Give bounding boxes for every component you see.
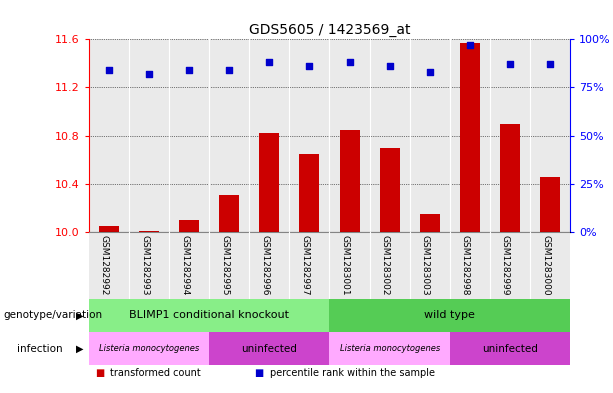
- Bar: [89, 232, 129, 299]
- Text: GSM1282996: GSM1282996: [261, 235, 269, 296]
- Bar: [450, 332, 570, 365]
- Bar: [89, 332, 209, 365]
- Text: Listeria monocytogenes: Listeria monocytogenes: [99, 344, 199, 353]
- Text: GSM1283001: GSM1283001: [341, 235, 349, 296]
- Bar: [490, 39, 530, 232]
- Text: genotype/variation: genotype/variation: [3, 310, 102, 320]
- Text: GSM1282993: GSM1282993: [140, 235, 149, 296]
- Bar: [409, 232, 450, 299]
- Text: GSM1282995: GSM1282995: [220, 235, 229, 296]
- Bar: [129, 232, 169, 299]
- Bar: [99, 226, 119, 232]
- Text: ■: ■: [254, 368, 264, 378]
- Bar: [289, 39, 330, 232]
- Point: [385, 63, 395, 70]
- Text: GSM1282998: GSM1282998: [461, 235, 470, 296]
- Bar: [340, 130, 360, 232]
- Point: [505, 61, 515, 68]
- Bar: [249, 39, 289, 232]
- Point: [305, 63, 314, 70]
- Bar: [289, 232, 330, 299]
- Text: GSM1283003: GSM1283003: [421, 235, 430, 296]
- Bar: [139, 231, 159, 232]
- Bar: [450, 232, 490, 299]
- Bar: [379, 148, 400, 232]
- Text: percentile rank within the sample: percentile rank within the sample: [270, 368, 435, 378]
- Text: uninfected: uninfected: [482, 344, 538, 354]
- Bar: [169, 39, 209, 232]
- Bar: [500, 123, 520, 232]
- Text: GSM1282997: GSM1282997: [300, 235, 310, 296]
- Bar: [89, 299, 330, 332]
- Bar: [540, 176, 560, 232]
- Point: [144, 71, 154, 77]
- Point: [425, 69, 435, 75]
- Point: [185, 67, 194, 73]
- Title: GDS5605 / 1423569_at: GDS5605 / 1423569_at: [249, 23, 410, 37]
- Bar: [370, 39, 409, 232]
- Bar: [249, 232, 289, 299]
- Point: [224, 67, 234, 73]
- Bar: [259, 133, 280, 232]
- Point: [264, 59, 274, 66]
- Bar: [299, 154, 319, 232]
- Text: infection: infection: [17, 344, 63, 354]
- Text: ▶: ▶: [76, 310, 83, 320]
- Text: ▶: ▶: [76, 344, 83, 354]
- Bar: [330, 332, 450, 365]
- Point: [345, 59, 354, 66]
- Text: GSM1282992: GSM1282992: [100, 235, 109, 296]
- Bar: [89, 39, 129, 232]
- Text: GSM1282999: GSM1282999: [501, 235, 510, 296]
- Text: GSM1283002: GSM1283002: [381, 235, 390, 296]
- Text: wild type: wild type: [424, 310, 475, 320]
- Bar: [129, 39, 169, 232]
- Point: [465, 42, 474, 48]
- Bar: [370, 232, 409, 299]
- Text: ■: ■: [95, 368, 104, 378]
- Bar: [409, 39, 450, 232]
- Bar: [209, 39, 249, 232]
- Bar: [530, 39, 570, 232]
- Bar: [219, 195, 239, 232]
- Bar: [209, 332, 330, 365]
- Bar: [460, 43, 480, 232]
- Bar: [330, 299, 570, 332]
- Text: transformed count: transformed count: [110, 368, 201, 378]
- Text: GSM1283000: GSM1283000: [541, 235, 550, 296]
- Bar: [450, 39, 490, 232]
- Bar: [179, 220, 199, 232]
- Bar: [209, 232, 249, 299]
- Text: GSM1282994: GSM1282994: [180, 235, 189, 296]
- Bar: [530, 232, 570, 299]
- Bar: [330, 232, 370, 299]
- Point: [545, 61, 555, 68]
- Bar: [330, 39, 370, 232]
- Bar: [490, 232, 530, 299]
- Text: BLIMP1 conditional knockout: BLIMP1 conditional knockout: [129, 310, 289, 320]
- Point: [104, 67, 114, 73]
- Bar: [169, 232, 209, 299]
- Bar: [420, 214, 440, 232]
- Text: Listeria monocytogenes: Listeria monocytogenes: [340, 344, 440, 353]
- Text: uninfected: uninfected: [242, 344, 297, 354]
